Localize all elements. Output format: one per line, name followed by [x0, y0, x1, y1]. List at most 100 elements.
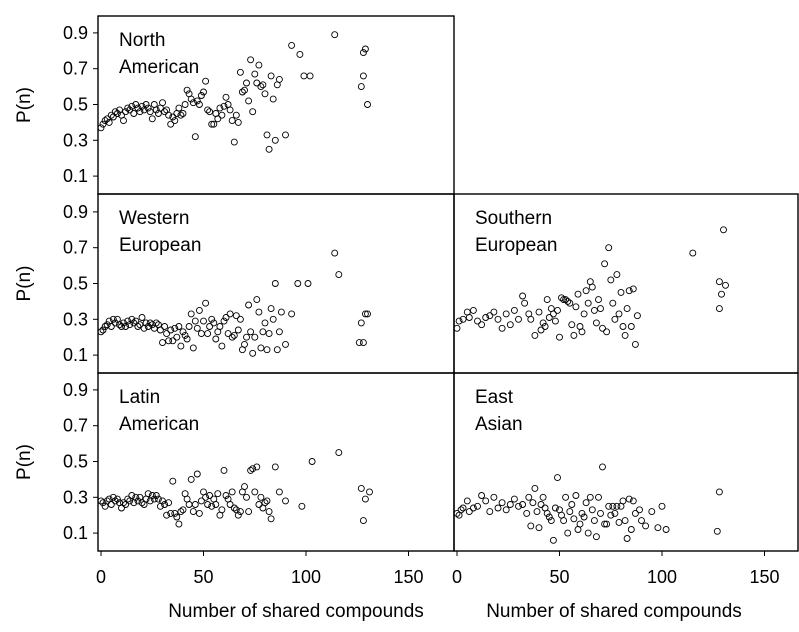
data-point	[142, 319, 150, 327]
data-point	[126, 106, 134, 114]
data-point	[273, 346, 281, 354]
data-point	[549, 310, 557, 318]
data-point	[255, 61, 263, 69]
data-point	[109, 315, 117, 323]
data-point	[689, 249, 697, 257]
data-point	[208, 502, 216, 510]
data-point	[648, 508, 656, 516]
data-point	[506, 321, 514, 329]
data-point	[474, 502, 481, 510]
data-point	[257, 83, 265, 91]
data-point	[271, 136, 279, 144]
x-tick-label: 100	[647, 567, 677, 587]
data-point	[605, 244, 613, 252]
data-point	[208, 120, 216, 128]
data-point	[515, 502, 522, 510]
data-point	[99, 326, 107, 334]
data-point	[134, 497, 142, 505]
data-point	[185, 323, 193, 330]
data-point	[232, 312, 240, 320]
data-point	[578, 328, 586, 336]
data-point	[216, 323, 224, 330]
data-point	[189, 99, 197, 107]
data-point	[510, 495, 518, 503]
data-point	[541, 323, 549, 330]
data-point	[241, 340, 248, 348]
data-point	[222, 492, 230, 499]
data-point	[230, 138, 238, 146]
data-point	[300, 72, 308, 80]
data-point	[218, 506, 226, 514]
data-point	[515, 315, 522, 323]
y-tick-label: 0.5	[63, 95, 88, 115]
data-point	[169, 337, 177, 345]
data-point	[715, 278, 723, 286]
panel-4: 0 50 100 150 Number of shared compounds East A…	[452, 372, 799, 622]
data-point	[556, 333, 563, 341]
data-point	[111, 108, 119, 116]
data-point	[603, 520, 611, 528]
data-point	[625, 495, 633, 503]
data-point	[187, 475, 195, 483]
data-point	[238, 88, 246, 96]
data-point	[159, 99, 166, 107]
data-point	[222, 314, 230, 321]
data-point	[191, 133, 199, 141]
data-point	[267, 72, 275, 80]
data-point	[498, 499, 506, 507]
data-point	[107, 111, 115, 119]
data-point	[212, 501, 220, 508]
y-tick-label: 0.1	[63, 166, 88, 186]
data-point	[124, 104, 132, 112]
data-point	[465, 314, 473, 321]
data-point	[654, 524, 662, 532]
data-point	[490, 308, 498, 316]
data-point	[621, 517, 629, 525]
data-point	[592, 533, 600, 541]
data-point	[576, 520, 584, 528]
data-point	[631, 340, 639, 348]
data-point	[218, 342, 226, 350]
data-point	[169, 477, 177, 485]
data-point	[247, 328, 255, 336]
data-point	[265, 145, 273, 153]
data-point	[179, 110, 187, 117]
data-point	[599, 463, 606, 471]
data-point	[582, 499, 590, 507]
data-point	[455, 317, 463, 325]
data-point	[586, 493, 594, 501]
data-point	[296, 50, 304, 58]
data-point	[187, 95, 195, 103]
data-point	[613, 271, 621, 279]
data-point	[206, 492, 214, 499]
data-point	[519, 292, 527, 300]
data-point	[130, 110, 138, 117]
data-point	[220, 102, 228, 110]
data-point	[202, 77, 210, 85]
data-point	[588, 506, 596, 514]
data-point	[124, 495, 132, 503]
data-point	[551, 504, 559, 512]
data-point	[629, 497, 637, 505]
data-point	[251, 488, 259, 496]
data-point	[236, 68, 244, 76]
data-point	[357, 83, 365, 91]
data-point	[453, 509, 461, 517]
data-point	[545, 314, 553, 321]
data-point	[152, 492, 160, 499]
data-point	[453, 324, 461, 332]
data-point	[549, 536, 557, 544]
data-point	[228, 488, 236, 496]
data-point	[611, 509, 619, 517]
data-point	[263, 497, 271, 505]
panel-title-line: Western	[119, 208, 189, 229]
data-point	[607, 511, 615, 519]
data-point	[715, 488, 723, 496]
data-point	[506, 501, 514, 508]
data-point	[623, 535, 631, 542]
data-point	[195, 101, 203, 108]
data-point	[220, 466, 228, 474]
data-point	[543, 296, 551, 304]
data-point	[144, 104, 152, 112]
data-point	[271, 463, 279, 471]
